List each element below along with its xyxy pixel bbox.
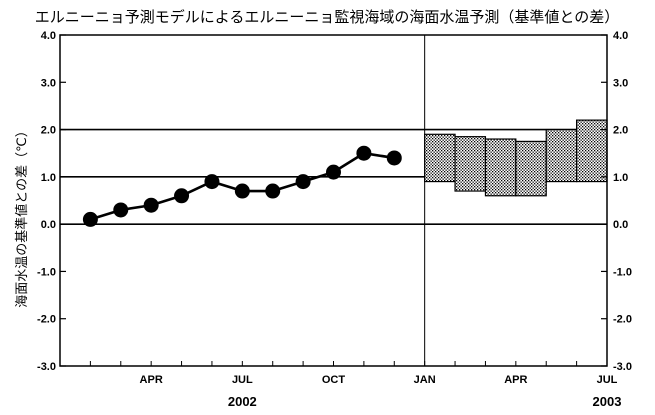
forecast-range-box [454,136,487,192]
y-tick-label-right: -3.0 [613,361,632,373]
chart-title: エルニーニョ予測モデルによるエルニーニョ監視海域の海面水温予測（基準値との差） [35,8,619,26]
y-tick-label-left: -2.0 [37,314,56,326]
y-tick-label-left: 0.0 [41,219,56,231]
x-year-label: 2002 [228,394,257,409]
x-month-label: JUL [232,374,253,386]
forecast-range-box [576,119,608,183]
forecast-range-box [424,133,456,183]
observed-point [295,174,311,190]
x-month-label: APR [504,374,527,386]
observed-point [82,211,98,227]
y-tick-label-left: -3.0 [37,361,56,373]
y-tick-label-left: 3.0 [41,77,56,89]
y-tick-label-left: 1.0 [41,172,56,184]
y-tick-label-right: 1.0 [613,172,628,184]
observed-point [174,188,190,204]
y-tick-label-right: 3.0 [613,77,628,89]
forecast-range-box [545,128,578,183]
y-tick-label-right: -2.0 [613,314,632,326]
observed-point [326,164,341,180]
y-tick-label-left: 4.0 [41,30,56,42]
x-year-label: 2003 [593,394,622,409]
y-axis-label: 海面水温の基準値との差（℃） [14,124,30,307]
plot-frame [59,34,608,367]
y-tick-label-right: -1.0 [613,266,632,278]
observed-point [143,197,159,213]
y-tick-label-right: 4.0 [613,30,628,42]
observed-point [113,202,129,218]
x-month-label: OCT [322,374,346,386]
x-month-label: JUL [597,374,618,386]
forecast-range-box [515,140,547,197]
plot-area: 4.0 4.0 3.0 3.0 2.0 2.0 1.0 1.0 0.0 0.0 -1.0 -1.0 -2… [37,30,632,409]
y-tick-label-right: 2.0 [613,125,628,137]
observed-point [204,174,220,190]
y-tick-label-left: -1.0 [37,266,56,278]
y-tick-label-left: 2.0 [41,125,56,137]
observed-point [386,150,402,166]
observed-point [356,145,372,161]
forecast-range-box [484,138,517,197]
observed-point [234,183,250,199]
x-month-label: APR [140,374,163,386]
x-month-label: JAN [414,374,436,386]
observed-point [265,183,281,199]
y-tick-label-right: 0.0 [613,219,628,231]
